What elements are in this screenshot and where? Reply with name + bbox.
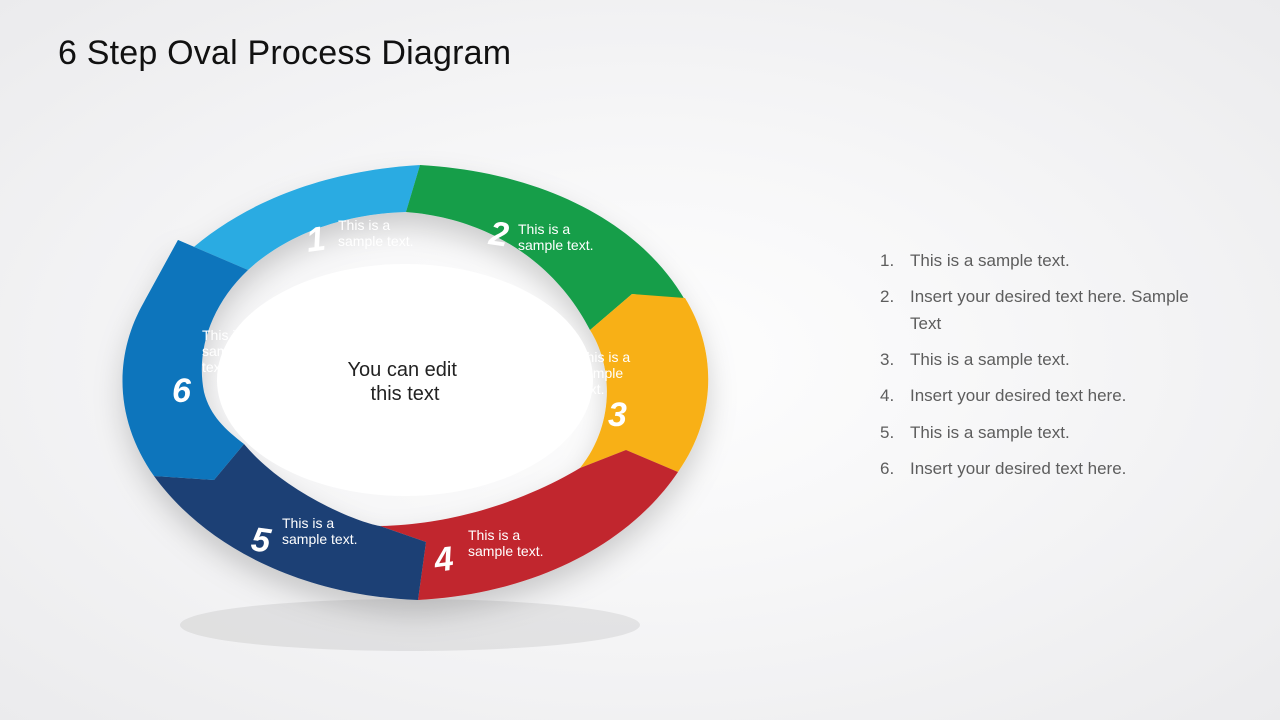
list-text: Insert your desired text here. Sample Te… — [910, 287, 1189, 332]
list-item: 4. Insert your desired text here. — [880, 383, 1200, 409]
list-item: 6. Insert your desired text here. — [880, 456, 1200, 482]
list-item: 2. Insert your desired text here. Sample … — [880, 284, 1200, 337]
list-number: 5. — [880, 420, 894, 446]
list-text: Insert your desired text here. — [910, 386, 1126, 405]
page-title: 6 Step Oval Process Diagram — [58, 34, 511, 73]
svg-text:This is a sample text.: This is a sample text. — [338, 217, 413, 249]
list-item: 1. This is a sample text. — [880, 248, 1200, 274]
svg-text:3: 3 — [608, 396, 627, 434]
label-1: 1 This is a sample text. — [304, 217, 414, 260]
list-number: 4. — [880, 383, 894, 409]
list-text: Insert your desired text here. — [910, 459, 1126, 478]
oval-process-diagram: You can edit this text 1 This is a sampl… — [80, 130, 740, 670]
list-item: 5. This is a sample text. — [880, 420, 1200, 446]
list-text: This is a sample text. — [910, 251, 1070, 270]
list-number: 2. — [880, 284, 894, 310]
list-text: This is a sample text. — [910, 350, 1070, 369]
list-item: 3. This is a sample text. — [880, 347, 1200, 373]
list-number: 3. — [880, 347, 894, 373]
svg-text:6: 6 — [172, 372, 192, 410]
list-number: 1. — [880, 248, 894, 274]
list-number: 6. — [880, 456, 894, 482]
list-text: This is a sample text. — [910, 423, 1070, 442]
sidebar-list: 1. This is a sample text. 2. Insert your d… — [880, 248, 1200, 492]
